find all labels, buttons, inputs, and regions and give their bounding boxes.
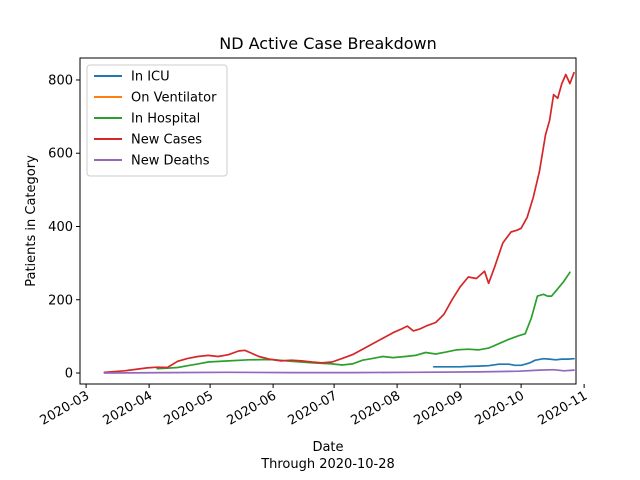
x-axis-sublabel: Through 2020-10-28 [260, 457, 395, 472]
x-tick-label: 2020-10 [473, 388, 528, 428]
legend-label-4: New Deaths [131, 154, 210, 169]
x-axis-label: Date [312, 440, 343, 455]
plot-frame [79, 57, 577, 385]
series-line-2 [156, 271, 571, 370]
x-tick-label: 2020-03 [38, 388, 93, 428]
y-tick-label: 800 [48, 73, 73, 88]
x-tick-label: 2020-09 [412, 388, 467, 428]
y-axis: 0 200 400 600 800 [48, 73, 80, 382]
legend-label-2: In Hospital [131, 112, 200, 127]
x-tick-label: 2020-07 [286, 388, 341, 428]
series-line-0 [432, 357, 575, 368]
x-tick-label: 2020-05 [162, 388, 217, 428]
legend-label-3: New Cases [131, 133, 202, 148]
y-tick-label: 200 [48, 293, 73, 308]
y-tick-label: 400 [48, 220, 73, 235]
series-line-4 [103, 368, 575, 374]
legend-label-1: On Ventilator [131, 91, 217, 106]
x-tick-label: 2020-11 [536, 388, 591, 428]
x-axis: 2020-03 2020-04 2020-05 2020-06 2020-07 2020-… [38, 384, 591, 429]
legend-box [86, 64, 228, 177]
series-line-3 [103, 71, 575, 374]
legend-label-0: In ICU [131, 70, 170, 85]
y-tick-label: 0 [65, 367, 73, 382]
x-tick-label: 2020-06 [225, 388, 280, 428]
plot-area [103, 71, 575, 374]
x-tick-label: 2020-04 [101, 388, 156, 428]
legend: In ICU On Ventilator In Hospital New Cases N… [86, 64, 228, 177]
x-tick-label: 2020-08 [349, 388, 404, 428]
y-axis-label: Patients in Category [24, 155, 39, 287]
y-tick-label: 600 [48, 147, 73, 162]
chart-title: ND Active Case Breakdown [219, 34, 436, 53]
